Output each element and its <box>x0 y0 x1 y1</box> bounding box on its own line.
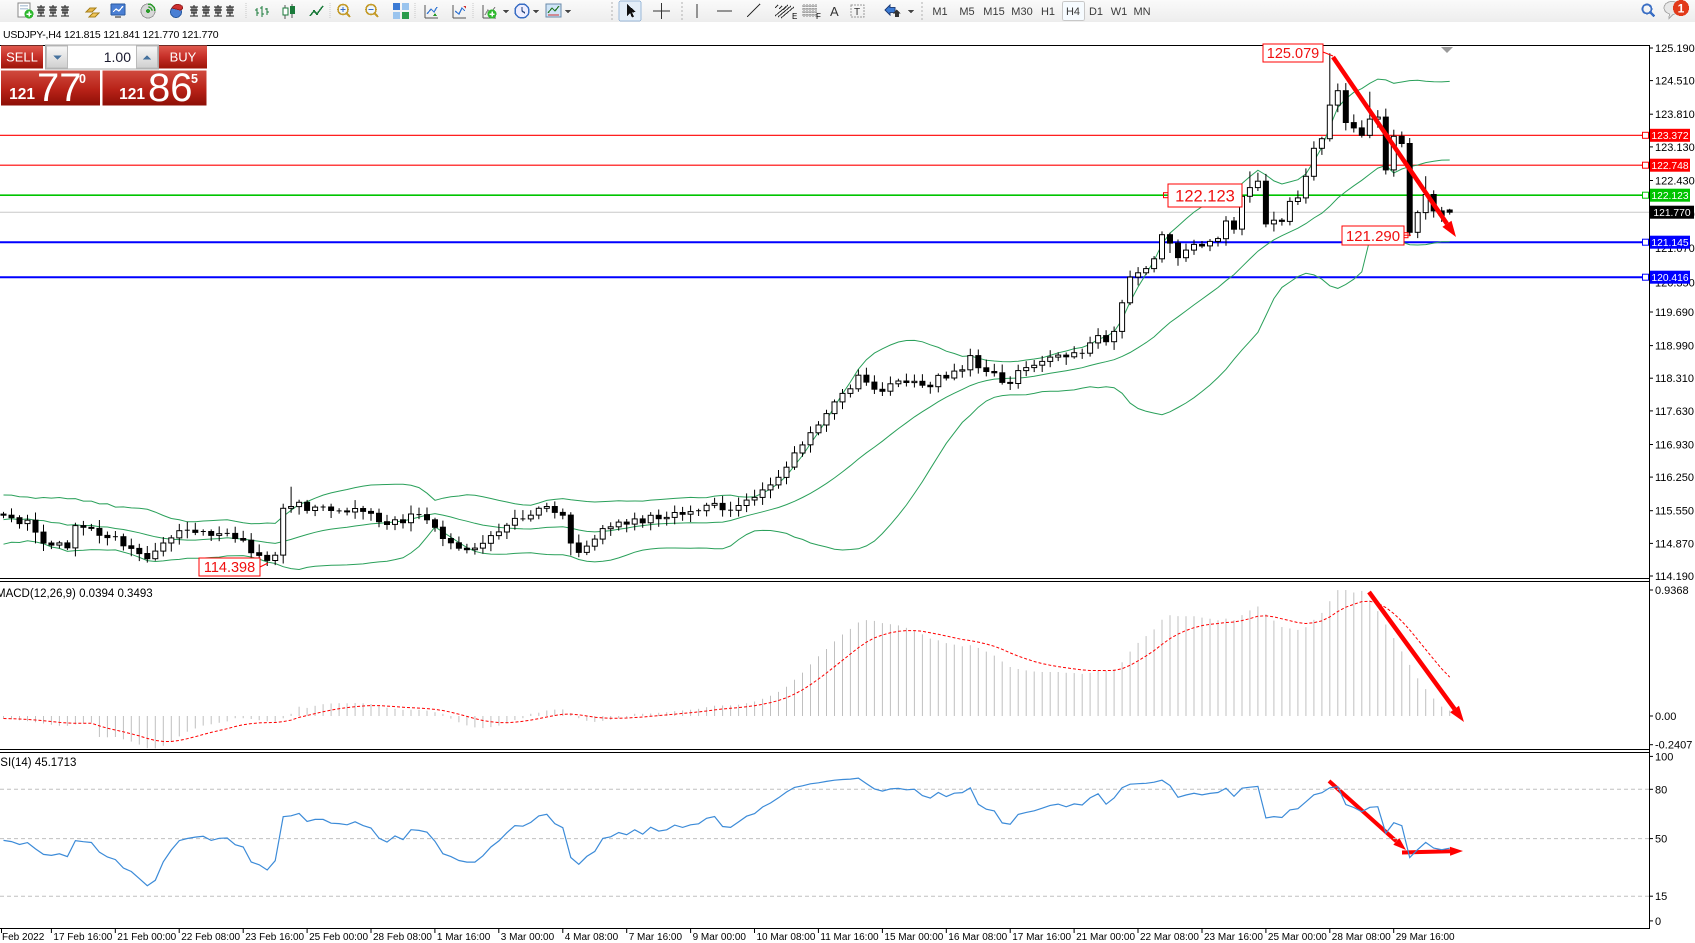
svg-text:123.810: 123.810 <box>1655 109 1695 121</box>
svg-text:M5: M5 <box>959 6 974 18</box>
svg-text:114.398: 114.398 <box>204 560 255 576</box>
svg-text:1: 1 <box>1678 2 1685 16</box>
svg-text:MN: MN <box>1133 6 1150 18</box>
svg-text:H1: H1 <box>1041 6 1055 18</box>
svg-text:123.372: 123.372 <box>1651 131 1688 142</box>
svg-text:122.748: 122.748 <box>1651 161 1688 172</box>
svg-text:USDJPY-,H4 121.815 121.841 12: USDJPY-,H4 121.815 121.841 121.770 121.7… <box>3 29 219 41</box>
svg-text:17 Mar 16:00: 17 Mar 16:00 <box>1012 932 1071 943</box>
svg-text:25 Feb 00:00: 25 Feb 00:00 <box>309 932 368 943</box>
svg-text:-0.2407: -0.2407 <box>1655 740 1692 752</box>
svg-text:D1: D1 <box>1089 6 1103 18</box>
svg-text:4 Mar 08:00: 4 Mar 08:00 <box>565 932 619 943</box>
svg-text:121: 121 <box>119 86 145 103</box>
svg-text:M1: M1 <box>932 6 947 18</box>
svg-text:0.9368: 0.9368 <box>1655 585 1689 597</box>
svg-text:1 Mar 16:00: 1 Mar 16:00 <box>437 932 491 943</box>
svg-text:80: 80 <box>1655 784 1667 796</box>
svg-text:0: 0 <box>79 72 86 86</box>
svg-text:16 Mar 08:00: 16 Mar 08:00 <box>948 932 1007 943</box>
svg-text:121.290: 121.290 <box>1346 228 1400 245</box>
svg-text:0: 0 <box>1655 916 1661 928</box>
svg-text:119.690: 119.690 <box>1655 307 1694 319</box>
svg-text:15: 15 <box>1655 891 1667 903</box>
svg-text:E: E <box>792 12 797 21</box>
svg-text:122.430: 122.430 <box>1655 176 1695 188</box>
svg-text:21 Feb 00:00: 21 Feb 00:00 <box>117 932 176 943</box>
svg-text:Feb 2022: Feb 2022 <box>2 932 45 943</box>
svg-text:F: F <box>816 12 821 21</box>
svg-text:23 Mar 16:00: 23 Mar 16:00 <box>1204 932 1263 943</box>
svg-text:114.870: 114.870 <box>1655 538 1694 550</box>
svg-text:21 Mar 00:00: 21 Mar 00:00 <box>1076 932 1135 943</box>
svg-text:A: A <box>830 4 839 19</box>
svg-text:RSI(14) 45.1713: RSI(14) 45.1713 <box>0 757 76 769</box>
svg-text:122.123: 122.123 <box>1175 187 1235 205</box>
svg-text:116.250: 116.250 <box>1655 472 1694 484</box>
svg-text:123.130: 123.130 <box>1655 142 1695 154</box>
svg-text:23 Feb 16:00: 23 Feb 16:00 <box>245 932 304 943</box>
svg-text:22 Mar 08:00: 22 Mar 08:00 <box>1140 932 1199 943</box>
svg-text:5: 5 <box>191 72 198 86</box>
svg-text:0.00: 0.00 <box>1655 711 1676 723</box>
svg-text:25 Mar 00:00: 25 Mar 00:00 <box>1268 932 1327 943</box>
svg-text:116.930: 116.930 <box>1655 440 1694 452</box>
svg-text:SELL: SELL <box>6 50 38 65</box>
svg-text:T: T <box>854 7 860 18</box>
svg-text:17 Feb 16:00: 17 Feb 16:00 <box>53 932 112 943</box>
svg-text:115.550: 115.550 <box>1655 506 1694 518</box>
svg-text:124.510: 124.510 <box>1655 76 1695 88</box>
svg-text:122.123: 122.123 <box>1651 191 1688 202</box>
svg-text:118.990: 118.990 <box>1655 341 1694 353</box>
svg-text:77: 77 <box>37 66 82 110</box>
svg-text:28 Mar 08:00: 28 Mar 08:00 <box>1332 932 1391 943</box>
svg-text:W1: W1 <box>1111 6 1128 18</box>
svg-text:125.079: 125.079 <box>1267 46 1319 62</box>
svg-text:3 Mar 00:00: 3 Mar 00:00 <box>501 932 555 943</box>
svg-text:10 Mar 08:00: 10 Mar 08:00 <box>757 932 816 943</box>
svg-text:M15: M15 <box>983 6 1004 18</box>
svg-text:121.770: 121.770 <box>1653 208 1690 219</box>
svg-text:86: 86 <box>148 66 193 110</box>
svg-text:114.190: 114.190 <box>1655 571 1694 583</box>
svg-text:28 Feb 08:00: 28 Feb 08:00 <box>373 932 432 943</box>
svg-text:1.00: 1.00 <box>104 49 131 65</box>
svg-text:117.630: 117.630 <box>1655 406 1694 418</box>
svg-text:29 Mar 16:00: 29 Mar 16:00 <box>1396 932 1455 943</box>
svg-text:15 Mar 00:00: 15 Mar 00:00 <box>884 932 943 943</box>
svg-text:H4: H4 <box>1066 6 1080 18</box>
svg-text:22 Feb 08:00: 22 Feb 08:00 <box>181 932 240 943</box>
svg-text:MACD(12,26,9) 0.0394 0.3493: MACD(12,26,9) 0.0394 0.3493 <box>0 588 153 600</box>
svg-text:BUY: BUY <box>170 50 197 65</box>
svg-text:100: 100 <box>1655 751 1673 763</box>
svg-text:118.310: 118.310 <box>1655 373 1694 385</box>
svg-text:M30: M30 <box>1011 6 1032 18</box>
svg-text:121.145: 121.145 <box>1651 238 1688 249</box>
svg-text:125.190: 125.190 <box>1655 43 1695 55</box>
svg-text:121: 121 <box>9 86 35 103</box>
svg-text:120.416: 120.416 <box>1651 273 1688 284</box>
svg-text:7 Mar 16:00: 7 Mar 16:00 <box>629 932 683 943</box>
svg-text:9 Mar 00:00: 9 Mar 00:00 <box>693 932 747 943</box>
svg-text:11 Mar 16:00: 11 Mar 16:00 <box>820 932 879 943</box>
svg-text:50: 50 <box>1655 834 1667 846</box>
